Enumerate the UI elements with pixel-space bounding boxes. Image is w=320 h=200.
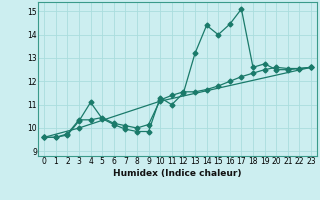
X-axis label: Humidex (Indice chaleur): Humidex (Indice chaleur) — [113, 169, 242, 178]
